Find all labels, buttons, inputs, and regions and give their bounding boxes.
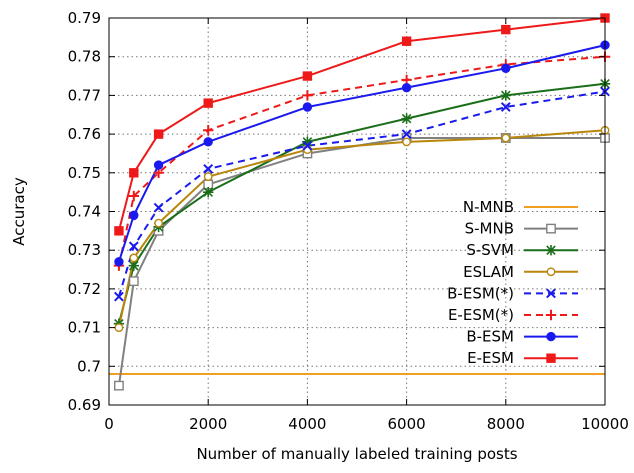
legend-label: S-MNB xyxy=(465,220,514,238)
data-point-b-esm xyxy=(128,241,139,252)
series-line-eslam xyxy=(117,129,606,328)
series-lines xyxy=(109,17,606,386)
y-tick-label: 0.72 xyxy=(68,280,101,298)
data-point-b-esm xyxy=(153,202,164,213)
data-point-e-esm xyxy=(129,168,139,178)
data-point-b-esm xyxy=(114,257,124,267)
data-point-b-esm xyxy=(302,102,313,112)
legend-label: ESLAM xyxy=(463,263,514,281)
legend-label: B-ESM(*) xyxy=(447,284,514,302)
legend-marker xyxy=(545,309,557,321)
data-point-e-esm xyxy=(153,129,164,139)
y-tick-label: 0.76 xyxy=(68,125,101,143)
y-tick-label: 0.78 xyxy=(68,48,101,66)
data-point-s-mnb xyxy=(114,380,124,391)
x-tick-label: 0 xyxy=(104,415,114,433)
x-tick-label: 8000 xyxy=(487,415,525,433)
data-point-eslam xyxy=(501,133,511,143)
data-point-e-esm xyxy=(401,36,412,46)
data-point-b-esm xyxy=(401,129,412,140)
data-point-b-esm xyxy=(302,140,313,151)
data-point-s-svm xyxy=(302,136,313,148)
series-line-e-esm xyxy=(117,55,606,266)
legend-item-e-esm: E-ESM xyxy=(467,349,578,367)
y-tick-label: 0.71 xyxy=(68,319,101,337)
legend-item-s-svm: S-SVM xyxy=(466,241,578,259)
axis-ticks: 0 2000 4000 6000 8000 10000 0.69 0.7 0.71 0.72 0.7… xyxy=(68,9,629,433)
x-tick-label: 10000 xyxy=(581,415,629,433)
data-point-b-esm xyxy=(153,160,164,170)
data-point-b-esm xyxy=(501,63,511,74)
legend-label: E-ESM(*) xyxy=(448,306,514,324)
data-point-e-esm xyxy=(302,90,313,101)
legend-marker xyxy=(546,331,556,342)
y-axis-title: Accuracy xyxy=(10,177,28,246)
legend-item-n-mnb: N-MNB xyxy=(463,198,578,216)
legend-label: E-ESM xyxy=(467,349,514,367)
legend: N-MNB S-MNB S-SVM ESLAM B-ESM(*) E-ESM(*) B-ES… xyxy=(447,198,578,367)
data-point-s-svm xyxy=(401,113,412,124)
x-tick-label: 6000 xyxy=(388,415,426,433)
series-line-e-esm xyxy=(117,17,606,232)
x-tick-label: 4000 xyxy=(288,415,326,433)
series-line-b-esm xyxy=(117,44,606,263)
data-point-e-esm xyxy=(501,24,511,35)
data-point-s-svm xyxy=(500,90,511,101)
grid xyxy=(109,18,605,405)
y-tick-label: 0.69 xyxy=(68,396,101,414)
y-tick-label: 0.75 xyxy=(68,164,101,182)
y-tick-label: 0.73 xyxy=(68,241,101,259)
legend-item-e-esm: E-ESM(*) xyxy=(448,306,578,324)
data-point-b-esm xyxy=(500,102,511,112)
legend-marker xyxy=(546,353,556,363)
legend-item-b-esm: B-ESM xyxy=(466,328,578,346)
data-point-e-esm xyxy=(203,125,214,136)
data-point-b-esm xyxy=(203,137,213,147)
legend-item-eslam: ESLAM xyxy=(463,263,578,281)
legend-marker xyxy=(546,267,556,277)
data-point-e-esm xyxy=(203,98,213,108)
data-point-s-svm xyxy=(128,260,139,271)
data-point-b-esm xyxy=(129,210,139,221)
legend-item-s-mnb: S-MNB xyxy=(465,220,578,238)
y-tick-label: 0.74 xyxy=(68,203,101,221)
data-point-eslam xyxy=(114,323,124,332)
data-point-eslam xyxy=(154,218,164,228)
data-point-s-svm xyxy=(203,186,214,198)
legend-label: S-SVM xyxy=(466,241,514,259)
legend-item-b-esm: B-ESM(*) xyxy=(447,284,578,302)
data-point-eslam xyxy=(203,172,213,182)
data-point-b-esm xyxy=(114,291,124,302)
x-axis-title: Number of manually labeled training post… xyxy=(196,445,517,463)
data-point-s-mnb xyxy=(128,276,139,287)
data-point-b-esm xyxy=(203,164,214,174)
legend-marker xyxy=(546,223,556,234)
legend-marker xyxy=(545,245,557,256)
series-line-s-svm xyxy=(117,82,606,324)
legend-label: N-MNB xyxy=(463,198,514,216)
data-point-b-esm xyxy=(401,82,412,93)
series-line-s-mnb xyxy=(117,136,605,386)
data-point-e-esm xyxy=(302,71,313,81)
y-tick-label: 0.7 xyxy=(77,357,101,375)
y-tick-label: 0.77 xyxy=(68,86,101,104)
data-point-e-esm xyxy=(128,190,139,202)
data-point-eslam xyxy=(129,253,139,263)
legend-label: B-ESM xyxy=(466,328,514,346)
x-tick-label: 2000 xyxy=(189,415,227,433)
series-line-b-esm xyxy=(117,90,606,297)
legend-marker xyxy=(546,288,556,299)
y-tick-label: 0.79 xyxy=(68,9,101,27)
data-point-eslam xyxy=(402,137,411,147)
data-point-e-esm xyxy=(114,226,124,236)
